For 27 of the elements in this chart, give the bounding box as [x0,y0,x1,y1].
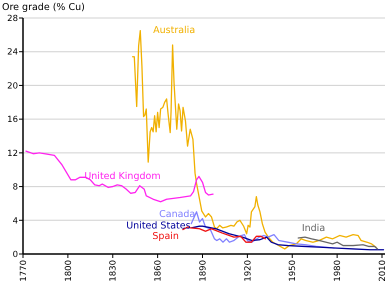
x-tick-label: 1920 [243,260,254,282]
x-tick-label: 1800 [64,260,74,282]
x-tick-label: 1830 [108,260,119,282]
series-label: Canada [159,208,196,220]
y-tick-label: 20 [7,81,18,92]
x-tick-label: 1770 [18,260,29,282]
line-series [25,150,214,202]
x-tick-label: 1980 [333,260,344,282]
series-label: India [302,223,326,234]
y-tick-label: 0 [12,250,18,260]
y-axis-title: Ore grade (% Cu) [2,2,85,13]
x-tick-label: 2010 [378,260,388,282]
x-tick-label: 1950 [288,260,298,282]
y-tick-label: 12 [7,148,18,159]
series-label: Spain [152,230,179,242]
series-label: United States [126,220,191,232]
line-series [298,236,378,250]
x-tick-label: 1890 [198,260,208,282]
x-tick-label: 1860 [154,260,164,282]
y-tick-label: 24 [7,48,18,58]
y-tick-label: 16 [7,115,18,126]
line-series [190,226,384,250]
series-label: United Kingdom [84,170,161,182]
y-tick-label: 4 [12,216,18,226]
y-tick-label: 28 [7,14,18,24]
series-label: Australia [153,25,196,36]
y-tick-label: 8 [12,182,18,193]
